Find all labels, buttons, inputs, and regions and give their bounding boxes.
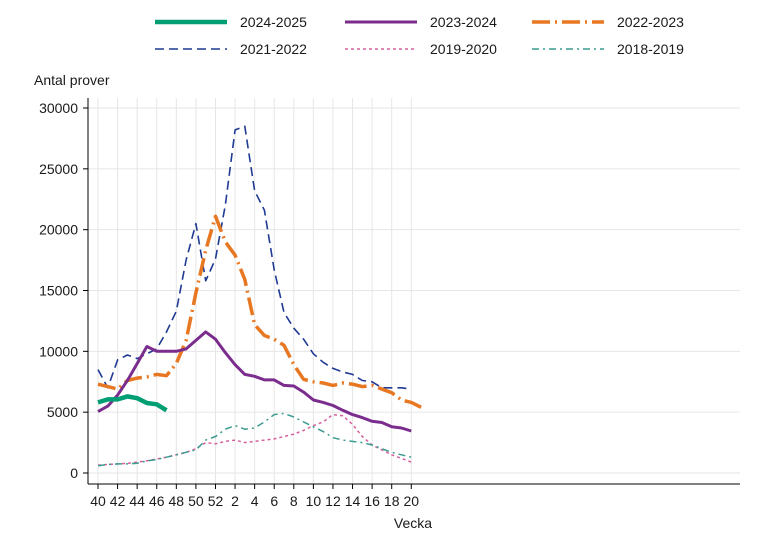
series-line-2024-2025 — [97, 394, 168, 413]
x-tick-label: 52 — [208, 493, 224, 509]
x-tick-label: 16 — [364, 493, 380, 509]
legend-label-2022-2023: 2022-2023 — [617, 14, 684, 30]
x-tick-label: 4 — [251, 493, 259, 509]
y-tick-label: 5000 — [47, 404, 78, 420]
series-line-2021-2022 — [97, 125, 412, 390]
y-tick-label: 15000 — [39, 283, 78, 299]
x-tick-label: 10 — [306, 493, 322, 509]
y-tick-label: 20000 — [39, 222, 78, 238]
series-line-2022-2023 — [97, 214, 422, 409]
series-line-2019-2020 — [97, 413, 412, 466]
legend: 2024-2025 2023-2024 2022-2023 2021-2022 2019… — [155, 14, 684, 57]
series-line-2023-2024 — [97, 330, 412, 433]
y-tick-label: 10000 — [39, 343, 78, 359]
x-tick-label: 2 — [231, 493, 239, 509]
x-tick-label: 50 — [188, 493, 204, 509]
x-tick-label: 14 — [345, 493, 361, 509]
x-tick-label: 18 — [384, 493, 400, 509]
legend-label-2023-2024: 2023-2024 — [430, 14, 497, 30]
y-tick-label: 0 — [70, 465, 78, 481]
series-line-2018-2019 — [97, 412, 412, 467]
grid — [88, 98, 740, 484]
legend-label-2018-2019: 2018-2019 — [617, 41, 684, 57]
legend-label-2021-2022: 2021-2022 — [240, 41, 307, 57]
y-axis-label: Antal prover — [34, 72, 110, 88]
x-tick-label: 46 — [149, 493, 165, 509]
x-tick-label: 40 — [90, 493, 106, 509]
series-group — [97, 125, 422, 467]
x-tick-label: 20 — [403, 493, 419, 509]
x-axis-label: Vecka — [394, 515, 432, 531]
legend-label-2019-2020: 2019-2020 — [430, 41, 497, 57]
legend-label-2024-2025: 2024-2025 — [240, 14, 307, 30]
y-tick-label: 25000 — [39, 161, 78, 177]
x-tick-label: 42 — [110, 493, 126, 509]
x-tick-label: 12 — [325, 493, 341, 509]
x-tick-label: 48 — [169, 493, 185, 509]
x-tick-label: 8 — [290, 493, 298, 509]
x-tick-label: 44 — [129, 493, 145, 509]
y-tick-label: 30000 — [39, 100, 78, 116]
x-tick-label: 6 — [270, 493, 278, 509]
